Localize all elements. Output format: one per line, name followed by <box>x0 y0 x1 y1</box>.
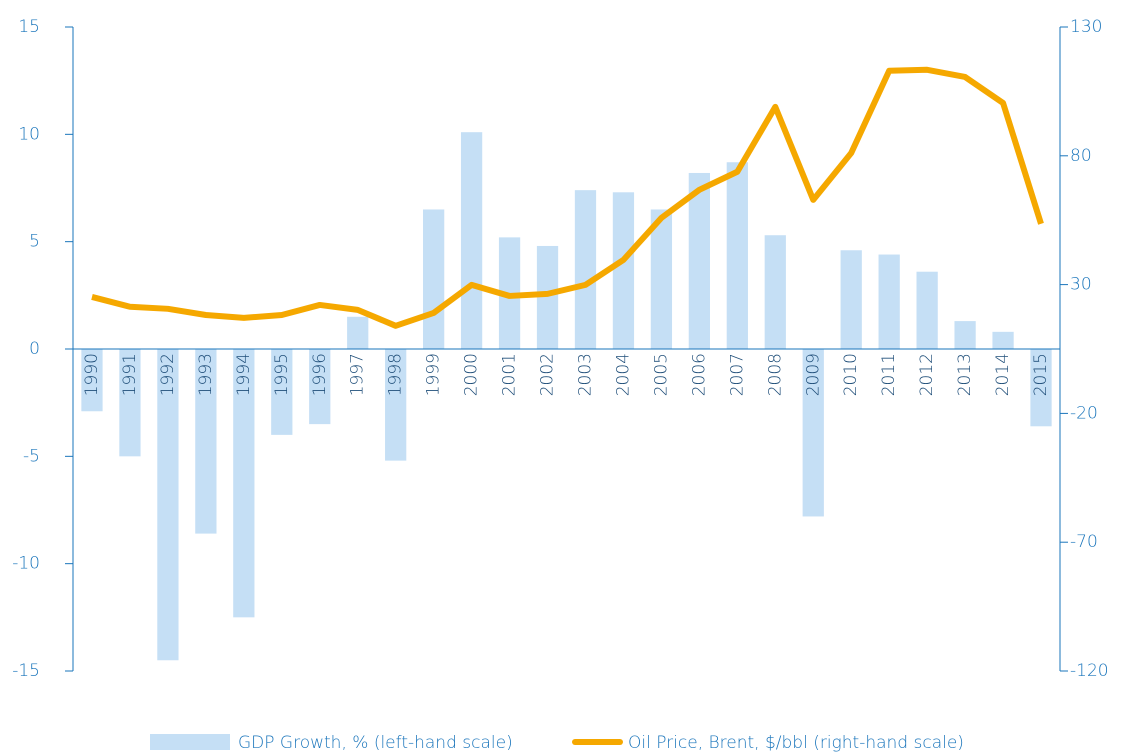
bar <box>574 190 597 349</box>
x-tick-label: 2006 <box>689 353 709 396</box>
y-tick-label: -10 <box>12 554 40 574</box>
x-tick-label: 2011 <box>879 353 899 396</box>
y-tick-label: -5 <box>23 446 40 466</box>
bar <box>726 162 748 349</box>
x-tick-label: 1994 <box>234 353 254 396</box>
bar <box>309 349 331 425</box>
x-tick-label: 1995 <box>272 353 292 396</box>
bar <box>992 331 1014 349</box>
y-tick-label: 10 <box>18 124 40 144</box>
y2-tick-label: -120 <box>1070 661 1109 681</box>
bar <box>878 254 900 349</box>
legend-label: Oil Price, Brent, $/bbl (right-hand scal… <box>628 733 964 753</box>
x-tick-label: 1999 <box>424 353 444 396</box>
bar <box>1030 349 1052 427</box>
x-tick-label: 2001 <box>500 353 520 396</box>
y2-tick-label: -20 <box>1070 403 1098 423</box>
bar <box>536 245 559 349</box>
bar <box>954 321 976 349</box>
bar <box>347 316 369 349</box>
bar <box>119 349 141 457</box>
x-tick-label: 2008 <box>765 353 785 396</box>
x-tick-label: 1993 <box>196 353 216 396</box>
bar <box>764 235 786 349</box>
y2-tick-label: -70 <box>1070 532 1098 552</box>
x-tick-label: 2003 <box>575 353 595 396</box>
bar <box>688 172 710 349</box>
bar <box>233 349 255 618</box>
x-tick-label: 2009 <box>803 353 823 396</box>
bar <box>802 349 824 517</box>
bar <box>423 209 445 349</box>
x-tick-label: 2005 <box>651 353 671 396</box>
bar <box>840 250 862 349</box>
bar <box>916 271 938 349</box>
bar <box>157 349 179 661</box>
x-tick-label: 2007 <box>727 353 747 396</box>
legend-label: GDP Growth, % (left-hand scale) <box>238 733 513 753</box>
bar <box>385 349 407 461</box>
x-tick-label: 2012 <box>917 353 937 396</box>
bar <box>195 349 217 534</box>
y-tick-label: 5 <box>29 232 40 252</box>
bar <box>650 209 673 349</box>
x-tick-label: 2002 <box>538 353 558 396</box>
x-tick-label: 2015 <box>1031 353 1051 396</box>
bar <box>81 349 103 412</box>
x-tick-label: 1992 <box>158 353 178 396</box>
x-tick-label: 1998 <box>386 353 406 396</box>
x-tick-label: 2000 <box>462 353 482 396</box>
x-tick-label: 2010 <box>841 353 861 396</box>
bar <box>460 132 483 349</box>
x-tick-label: 1996 <box>310 353 330 396</box>
x-tick-label: 1990 <box>82 353 102 396</box>
x-tick-label: 2004 <box>613 353 633 396</box>
bar <box>271 349 293 435</box>
y2-tick-label: 130 <box>1070 17 1102 37</box>
y-tick-label: 0 <box>29 339 40 359</box>
x-tick-label: 2014 <box>993 353 1013 396</box>
y-tick-label: -15 <box>12 661 40 681</box>
x-tick-label: 2013 <box>955 353 975 396</box>
x-tick-label: 1997 <box>348 353 368 396</box>
y2-tick-label: 80 <box>1070 146 1092 166</box>
legend-swatch <box>150 734 230 750</box>
y-tick-label: 15 <box>18 17 40 37</box>
line <box>91 66 1044 329</box>
bar <box>612 192 635 349</box>
y2-tick-label: 30 <box>1070 275 1092 295</box>
x-tick-label: 1991 <box>120 353 140 396</box>
